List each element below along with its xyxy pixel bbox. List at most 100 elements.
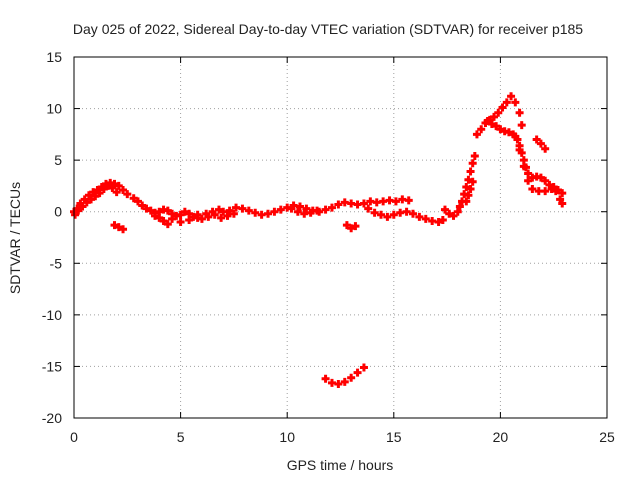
data-point xyxy=(133,197,142,206)
data-point xyxy=(342,221,351,230)
data-point xyxy=(251,208,260,217)
data-point xyxy=(558,189,567,198)
data-point xyxy=(95,189,104,198)
data-point xyxy=(163,220,172,229)
data-point xyxy=(445,209,454,218)
data-point xyxy=(466,167,475,176)
data-point xyxy=(185,215,194,224)
data-point xyxy=(541,187,550,196)
data-point xyxy=(528,185,537,194)
data-point xyxy=(547,185,556,194)
data-point xyxy=(462,197,471,206)
data-point xyxy=(536,173,545,182)
data-point xyxy=(421,214,430,223)
data-point xyxy=(82,198,91,207)
y-tick-label: 10 xyxy=(46,101,62,117)
data-point xyxy=(146,206,155,215)
data-point xyxy=(129,194,138,203)
data-point xyxy=(517,121,526,130)
data-point xyxy=(104,181,113,190)
data-point xyxy=(408,209,417,218)
y-axis-label: SDTVAR / TECUs xyxy=(7,182,23,294)
data-point xyxy=(225,206,234,215)
data-point xyxy=(119,186,128,195)
grid-lines xyxy=(74,57,607,418)
data-point xyxy=(468,177,477,186)
x-axis-label: GPS time / hours xyxy=(287,457,394,473)
data-point xyxy=(370,208,379,217)
data-point xyxy=(87,195,96,204)
data-points xyxy=(70,92,567,388)
data-point xyxy=(524,176,533,185)
data-point xyxy=(466,185,475,194)
plot-frame xyxy=(73,56,608,419)
data-point xyxy=(197,214,206,223)
data-point xyxy=(302,204,311,213)
y-tick-label: 15 xyxy=(46,49,62,65)
data-point xyxy=(487,120,496,129)
data-point xyxy=(462,182,471,191)
data-point xyxy=(558,199,567,208)
y-tick-label: -10 xyxy=(42,307,62,323)
data-point xyxy=(464,175,473,184)
data-point xyxy=(347,373,356,382)
data-point xyxy=(313,206,322,215)
data-point xyxy=(210,210,219,219)
data-point xyxy=(455,202,464,211)
data-point xyxy=(217,213,226,222)
data-point xyxy=(334,379,343,388)
data-point xyxy=(438,215,447,224)
data-point xyxy=(340,377,349,386)
data-point xyxy=(496,125,505,134)
data-point xyxy=(359,363,368,372)
y-tick-label: 5 xyxy=(54,152,62,168)
data-point xyxy=(402,207,411,216)
data-point xyxy=(321,374,330,383)
data-point xyxy=(511,98,520,107)
y-tick-label: -20 xyxy=(42,410,62,426)
data-point xyxy=(119,225,128,234)
data-point xyxy=(114,223,123,232)
data-point xyxy=(151,211,160,220)
data-point xyxy=(541,176,550,185)
data-point xyxy=(472,130,481,139)
data-point xyxy=(99,185,108,194)
data-point xyxy=(359,199,368,208)
data-point xyxy=(490,112,499,121)
x-tick-label: 20 xyxy=(493,429,509,445)
x-tick-label: 5 xyxy=(177,429,185,445)
data-point xyxy=(229,209,238,218)
data-point xyxy=(440,205,449,214)
data-point xyxy=(74,206,83,215)
data-point xyxy=(276,205,285,214)
data-point xyxy=(306,208,315,217)
data-point xyxy=(391,197,400,206)
data-point xyxy=(515,108,524,117)
data-point xyxy=(515,145,524,154)
y-tick-label: -5 xyxy=(50,255,63,271)
data-point xyxy=(163,206,172,215)
data-point xyxy=(494,108,503,117)
data-point xyxy=(295,202,304,211)
data-point xyxy=(551,187,560,196)
data-point xyxy=(507,92,516,101)
data-point xyxy=(434,218,443,227)
data-point xyxy=(159,216,168,225)
data-point xyxy=(449,211,458,220)
data-point xyxy=(524,169,533,178)
data-point xyxy=(389,210,398,219)
data-point xyxy=(244,206,253,215)
data-point xyxy=(108,183,117,192)
data-point xyxy=(110,221,119,230)
y-tick-label: 0 xyxy=(54,204,62,220)
data-point xyxy=(214,205,223,214)
data-point xyxy=(270,207,279,216)
data-point xyxy=(78,202,87,211)
y-tick-label: -15 xyxy=(42,358,62,374)
data-point xyxy=(114,181,123,190)
data-point xyxy=(180,207,189,216)
data-point xyxy=(468,159,477,168)
data-point xyxy=(155,213,164,222)
axis-ticks: 0 5 10 15 20 25 -20 -15 -10 -5 0 5 10 15 xyxy=(42,49,615,445)
